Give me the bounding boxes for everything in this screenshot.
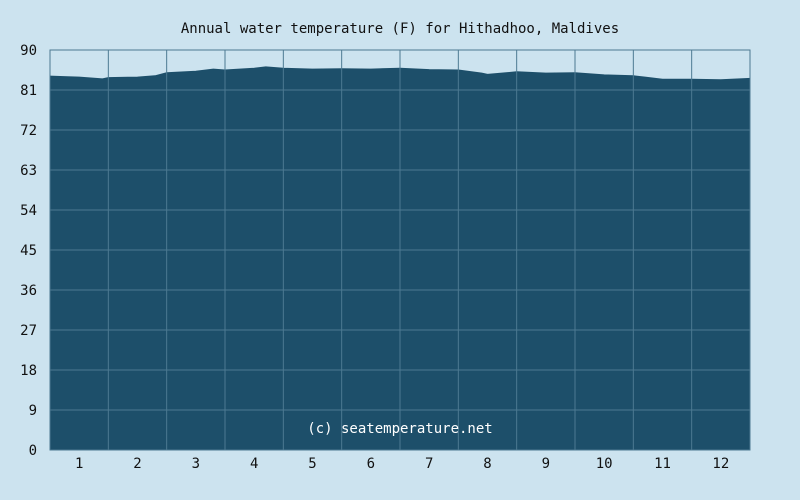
x-tick-label: 5	[308, 456, 316, 472]
watermark-text: (c) seatemperature.net	[307, 421, 492, 437]
y-tick-label: 54	[20, 203, 37, 219]
x-tick-label: 9	[542, 456, 550, 472]
y-tick-label: 9	[29, 403, 37, 419]
x-tick-label: 6	[367, 456, 375, 472]
y-tick-label: 0	[29, 443, 37, 459]
y-tick-label: 81	[20, 83, 37, 99]
x-tick-label: 1	[75, 456, 83, 472]
y-tick-label: 72	[20, 123, 37, 139]
plot-border	[49, 49, 751, 451]
x-tick-label: 8	[483, 456, 491, 472]
y-tick-label: 90	[20, 43, 37, 59]
y-tick-label: 45	[20, 243, 37, 259]
y-tick-label: 63	[20, 163, 37, 179]
chart-title: Annual water temperature (F) for Hithadh…	[181, 21, 619, 37]
x-tick-label: 2	[133, 456, 141, 472]
x-tick-label: 10	[596, 456, 613, 472]
x-tick-label: 12	[712, 456, 729, 472]
y-tick-label: 18	[20, 363, 37, 379]
x-tick-label: 4	[250, 456, 258, 472]
y-tick-label: 36	[20, 283, 37, 299]
y-tick-label: 27	[20, 323, 37, 339]
x-tick-label: 3	[192, 456, 200, 472]
x-tick-label: 11	[654, 456, 671, 472]
x-tick-label: 7	[425, 456, 433, 472]
